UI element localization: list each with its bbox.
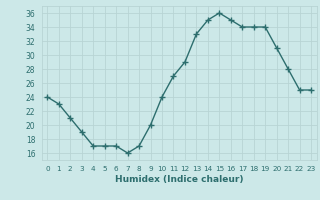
X-axis label: Humidex (Indice chaleur): Humidex (Indice chaleur) (115, 175, 244, 184)
